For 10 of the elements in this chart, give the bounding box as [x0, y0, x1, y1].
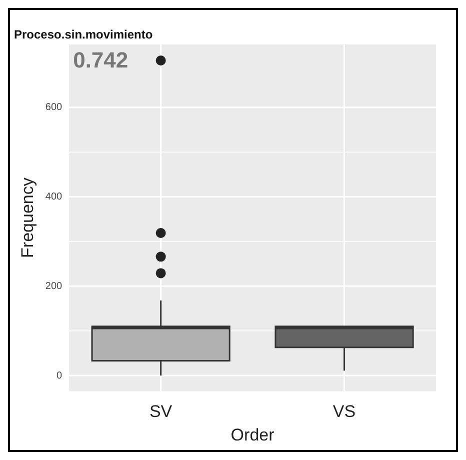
y-tick-label: 0 — [56, 370, 63, 382]
annotation: 0.742 — [73, 47, 128, 72]
y-tick-label: 600 — [45, 102, 63, 114]
chart-title: Proceso.sin.movimiento — [14, 28, 153, 42]
x-tick-label: SV — [149, 402, 173, 422]
x-axis-title: Order — [230, 425, 275, 444]
x-tick-label: VS — [332, 402, 356, 422]
y-axis-title: Frequency — [18, 177, 37, 258]
y-tick-label: 400 — [45, 192, 63, 203]
y-tick-label: 200 — [45, 280, 63, 292]
